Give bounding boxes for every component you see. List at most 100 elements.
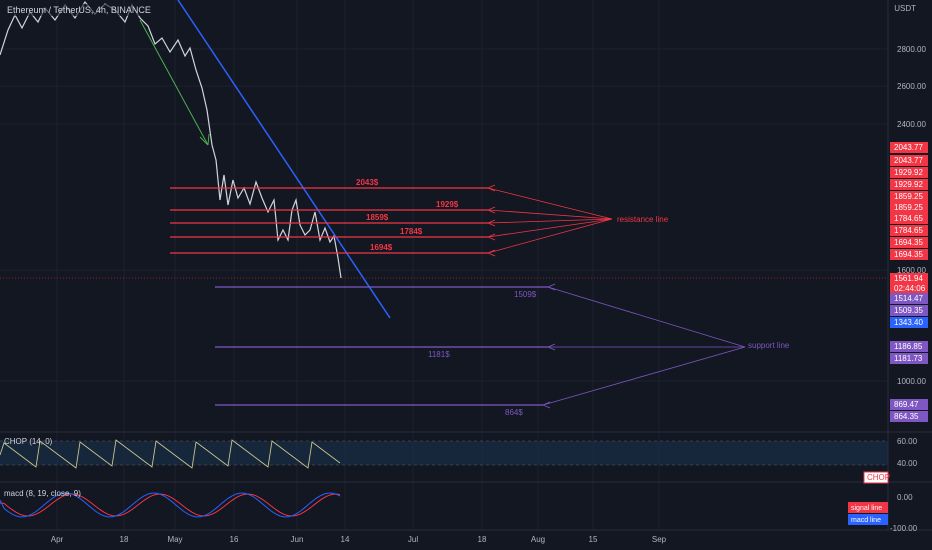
- price-tick: 1600.00: [897, 266, 926, 275]
- chop-tick: 40.00: [897, 459, 918, 468]
- price-label-text: 1784.65: [894, 226, 923, 235]
- current-price-text: 1561.94: [894, 274, 923, 283]
- chop-title: CHOP (14, 0): [4, 437, 53, 446]
- price-label-text: 1514.47: [894, 294, 923, 303]
- price-label-tag: [890, 225, 928, 236]
- chop-badge: [863, 471, 889, 484]
- price-series[interactable]: [0, 0, 342, 279]
- trend-line[interactable]: [177, 0, 391, 319]
- price-label-tag: [890, 411, 928, 422]
- price-axis[interactable]: 2800.00 2600.00 2400.00 1600.00 1000.00 2043.…: [848, 45, 928, 533]
- macd-pane[interactable]: macd (8, 19, close, 9): [0, 489, 341, 518]
- resistance-arrow: [487, 209, 613, 220]
- chop-pane[interactable]: CHOP (14, 0): [0, 437, 888, 469]
- price-label-text: 1343.40: [894, 318, 923, 327]
- time-tick: 18: [478, 535, 487, 544]
- countdown-text: 02:44:06: [894, 284, 926, 293]
- price-label-text: 1186.85: [894, 342, 923, 351]
- price-label-text: 1784.65: [894, 214, 923, 223]
- time-tick: Aug: [531, 535, 545, 544]
- price-label-tag: [890, 305, 928, 316]
- support-arrow-head: [542, 401, 551, 409]
- resistance-arrow-head: [487, 206, 496, 214]
- price-label-tag: [890, 155, 928, 166]
- support-label: 1181$: [428, 350, 450, 359]
- legend-signal-text: signal line: [851, 505, 882, 512]
- green-arrow-head: [199, 133, 210, 146]
- price-label-text: 869.47: [894, 400, 919, 409]
- price-label-tag: [890, 142, 928, 153]
- price-label-tag: [890, 191, 928, 202]
- price-label-tag: [890, 179, 928, 190]
- price-label-tag: [890, 317, 928, 328]
- support-arrow-head: [547, 343, 556, 351]
- price-label-tag: [890, 202, 928, 213]
- resistance-arrow-head: [487, 219, 496, 227]
- chop-tick: 60.00: [897, 437, 918, 446]
- price-label-tag: [890, 353, 928, 364]
- chop-line[interactable]: [0, 439, 341, 469]
- price-label-text: 2043.77: [894, 143, 923, 152]
- resistance-label: 1929$: [436, 200, 459, 209]
- price-label-text: 864.35: [894, 412, 919, 421]
- resistance-label: 2043$: [356, 178, 379, 187]
- price-label-tag: [890, 399, 928, 410]
- support-arrow: [542, 346, 746, 406]
- time-axis[interactable]: Apr 18 May 16 Jun 14 Jul 18 Aug 15 Sep: [51, 535, 667, 544]
- support-label: 864$: [505, 408, 523, 417]
- time-tick: Apr: [51, 535, 64, 544]
- time-tick: 16: [230, 535, 239, 544]
- signal-line[interactable]: [0, 493, 341, 517]
- price-label-tag: [890, 213, 928, 224]
- support-arrow-head: [547, 283, 556, 291]
- resistance-arrow: [487, 218, 613, 238]
- green-arrow-line[interactable]: [139, 19, 209, 146]
- price-label-text: 2043.77: [894, 156, 923, 165]
- resistance-arrow-head: [487, 184, 496, 192]
- support-label: 1509$: [514, 290, 537, 299]
- macd-line[interactable]: [0, 492, 341, 518]
- price-label-text: 1929.92: [894, 168, 923, 177]
- resistance-arrow: [487, 218, 613, 254]
- price-tick: 1000.00: [897, 377, 926, 386]
- symbol-title[interactable]: Ethereum / TetherUS, 4h, BINANCE: [4, 4, 154, 16]
- resistance-arrow-head: [487, 249, 496, 257]
- price-label-tag: [890, 293, 928, 304]
- price-label-text: 1859.25: [894, 192, 923, 201]
- chop-badge-text: CHOP: [867, 473, 890, 482]
- macd-tick: -100.00: [890, 524, 918, 533]
- time-tick: May: [167, 535, 182, 544]
- time-tick: 15: [589, 535, 598, 544]
- time-tick: Jun: [291, 535, 304, 544]
- macd-title: macd (8, 19, close, 9): [4, 489, 81, 498]
- resistance-label: 1784$: [400, 227, 423, 236]
- resistance-annotation: resistance line: [617, 215, 669, 224]
- price-pane[interactable]: 2043$ 1929$ 1859$ 1784$ 1694$ resistance line…: [0, 0, 888, 417]
- price-tick: 2800.00: [897, 45, 926, 54]
- price-label-text: 1694.35: [894, 250, 923, 259]
- legend-signal: [848, 502, 888, 513]
- price-label-text: 1509.35: [894, 306, 923, 315]
- price-label-text: 1694.35: [894, 238, 923, 247]
- support-annotation: support line: [748, 341, 790, 350]
- price-label-tag: [890, 237, 928, 248]
- price-tick: 2400.00: [897, 120, 926, 129]
- chop-band: [0, 441, 888, 465]
- time-tick: Jul: [408, 535, 418, 544]
- currency-label: USDT: [894, 4, 916, 13]
- legend-macd: [848, 514, 888, 525]
- price-label-tag: [890, 167, 928, 178]
- price-label-text: 1929.92: [894, 180, 923, 189]
- resistance-arrow: [487, 218, 613, 224]
- resistance-label: 1694$: [370, 243, 393, 252]
- support-arrow: [547, 286, 746, 348]
- time-tick: 14: [341, 535, 350, 544]
- resistance-arrow: [487, 187, 613, 220]
- legend-macd-text: macd line: [851, 517, 881, 524]
- price-label-text: 1859.25: [894, 203, 923, 212]
- price-label-tag: [890, 249, 928, 260]
- current-price-tag: [890, 273, 928, 293]
- time-tick: Sep: [652, 535, 667, 544]
